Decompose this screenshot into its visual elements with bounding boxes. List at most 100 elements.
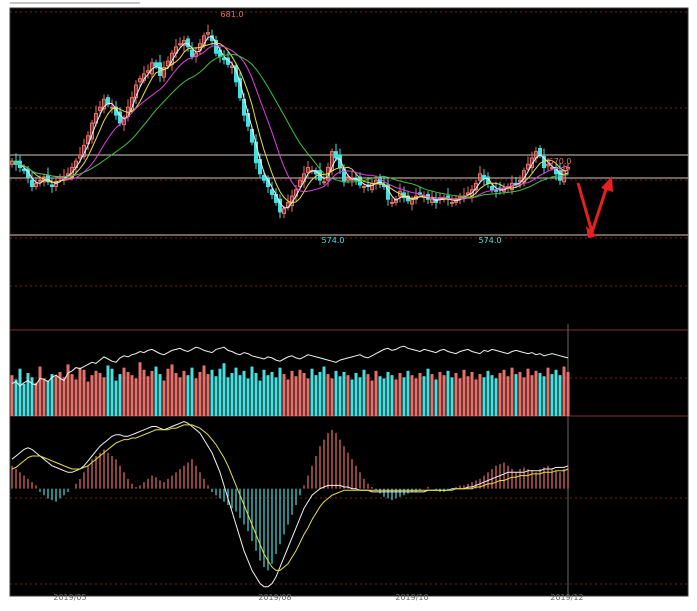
volume-bar <box>418 373 422 416</box>
volume-bar <box>174 373 178 416</box>
moving-average-line <box>11 35 569 209</box>
candle-body <box>50 184 54 188</box>
volume-bar <box>10 375 14 416</box>
volume-bar <box>258 380 262 416</box>
volume-bar <box>334 370 338 416</box>
volume-bar <box>202 365 206 416</box>
volume-bar <box>438 371 442 416</box>
volume-bar <box>234 367 238 416</box>
volume-bar <box>50 374 54 416</box>
volume-bar <box>450 377 454 416</box>
arrow-head-up <box>601 176 613 192</box>
volume-bar <box>230 373 234 416</box>
volume-bar <box>314 375 318 416</box>
volume-bar <box>238 375 242 416</box>
moving-average-line <box>11 53 569 199</box>
volume-bar <box>122 367 126 416</box>
volume-bar <box>306 378 310 416</box>
volume-bar <box>354 373 358 416</box>
volume-bar <box>226 377 230 416</box>
macd-panel <box>11 421 569 588</box>
volume-bar <box>42 378 46 416</box>
volume-bar <box>54 376 58 416</box>
candle-body <box>394 198 398 203</box>
volume-bar <box>126 371 130 416</box>
volume-bar <box>82 369 86 416</box>
volume-bar <box>22 383 26 416</box>
volume-bar <box>338 376 342 416</box>
volume-bar <box>86 381 90 416</box>
volume-bar <box>218 368 222 416</box>
candle-body <box>26 168 30 178</box>
candle-body <box>430 198 434 203</box>
volume-bar <box>250 366 254 416</box>
volume-bar <box>242 370 246 416</box>
candle-body <box>162 67 166 78</box>
candle-body <box>262 174 266 181</box>
volume-bar <box>118 374 122 416</box>
volume-bar <box>262 369 266 416</box>
volume-bar <box>38 366 42 416</box>
volume-bar <box>358 377 362 416</box>
volume-bar <box>434 379 438 416</box>
volume-bar <box>378 376 382 416</box>
candle-body <box>34 182 38 188</box>
candle-body <box>222 57 226 61</box>
volume-bar <box>502 369 506 416</box>
volume-bar <box>526 368 530 416</box>
volume-bar <box>130 375 134 416</box>
candle-body <box>362 186 366 189</box>
volume-bar <box>486 370 490 416</box>
candle-body <box>138 78 142 83</box>
candle-body <box>206 32 210 35</box>
candle-body <box>450 201 454 204</box>
candle-body <box>22 168 26 172</box>
volume-bar <box>474 379 478 416</box>
volume-bar <box>222 363 226 416</box>
candle-body <box>546 163 550 167</box>
volume-bar <box>510 367 514 416</box>
volume-bar <box>326 374 330 416</box>
volume-bar <box>414 378 418 416</box>
volume-bar <box>342 371 346 416</box>
candle-body <box>110 106 114 109</box>
volume-bar <box>482 377 486 416</box>
volume-bar <box>454 373 458 416</box>
volume-bar <box>190 367 194 416</box>
candle-body <box>146 70 150 73</box>
volume-bar <box>322 366 326 416</box>
volume-bar <box>254 373 258 416</box>
volume-bar <box>94 370 98 416</box>
candle-body <box>538 147 542 156</box>
volume-bar <box>210 369 214 416</box>
arrow-head-down <box>586 226 597 238</box>
volume-bar <box>102 377 106 416</box>
volume-bar <box>402 377 406 416</box>
volume-bar <box>154 366 158 416</box>
volume-bar <box>394 379 398 416</box>
volume-bar <box>214 376 218 416</box>
candle-body <box>278 198 282 213</box>
volume-bar <box>446 370 450 416</box>
candle-body <box>298 179 302 188</box>
volume-bar <box>70 374 74 416</box>
volume-bar <box>162 380 166 416</box>
volume-bar <box>382 378 386 416</box>
volume-bar <box>166 368 170 416</box>
volume-bar <box>98 373 102 416</box>
volume-bar <box>406 370 410 416</box>
candle-body <box>322 181 326 184</box>
candle-body <box>30 179 34 188</box>
volume-bar <box>554 369 558 416</box>
candle-body <box>334 151 338 159</box>
candle-body <box>398 190 402 197</box>
candle-body <box>158 62 162 76</box>
volume-bar <box>458 378 462 416</box>
volume-bar <box>138 362 142 416</box>
volume-bar <box>530 375 534 416</box>
volume-bar <box>350 379 354 416</box>
volume-bar <box>290 370 294 416</box>
candle-body <box>202 35 206 46</box>
volume-bar <box>246 378 250 416</box>
